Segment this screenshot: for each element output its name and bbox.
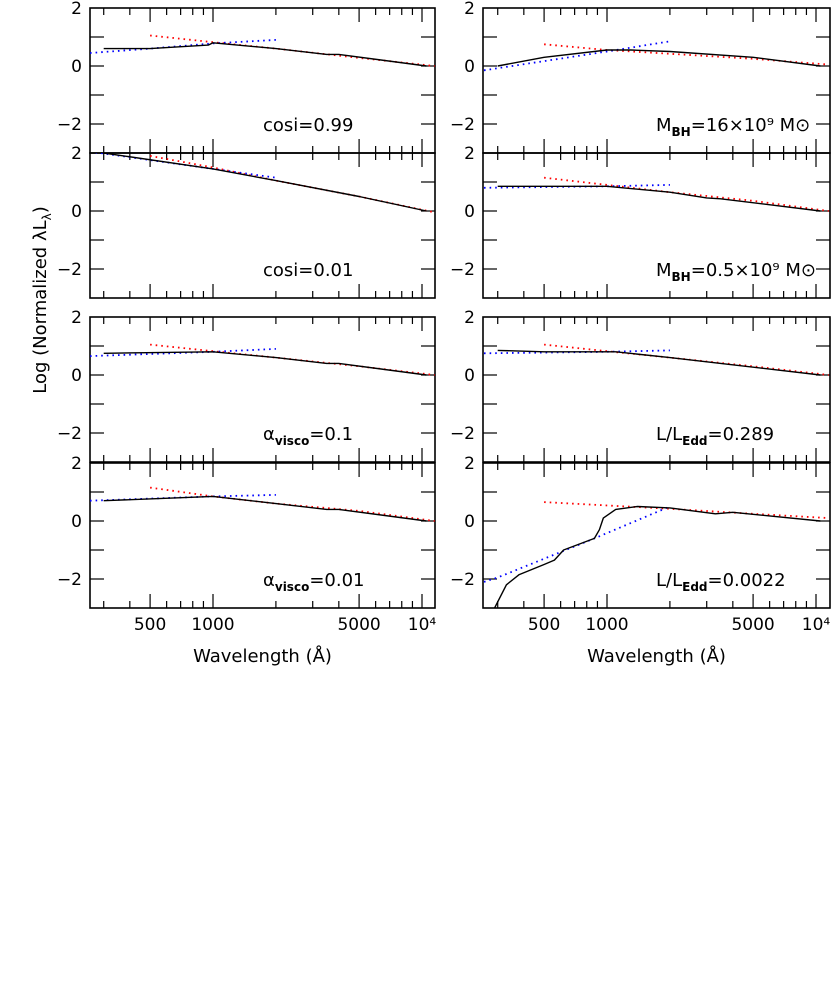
model-sed-line xyxy=(103,495,427,522)
label-main: cosi=0.99 xyxy=(263,115,353,136)
panel-frame xyxy=(482,462,831,609)
label-subscript: visco xyxy=(275,580,309,594)
x-axis-label: Wavelength (Å) xyxy=(587,645,726,667)
panel-2: 2 0 −2 MBH=16×10⁹ M⊙ xyxy=(450,0,831,154)
y-tick-label: 0 xyxy=(464,202,475,222)
label-rest: =0.289 xyxy=(708,424,775,445)
panel-frame xyxy=(89,462,436,609)
panel-frame xyxy=(89,316,436,463)
red-fit-line xyxy=(149,486,435,522)
panel-7: 2 0 −2 500 1000 5000 10⁴ αvisco=0.01 xyxy=(57,454,436,635)
panel-label: L/LEdd=0.0022 xyxy=(656,570,786,594)
blue-fit-line xyxy=(483,40,671,72)
blue-fit-line xyxy=(483,505,671,583)
x-axis-label: Wavelength (Å) xyxy=(193,645,332,667)
model-sed-line xyxy=(493,505,821,608)
y-tick-label: 0 xyxy=(464,512,475,532)
y-label-rest: ) xyxy=(30,206,51,213)
model-sed-line xyxy=(103,351,427,376)
y-tick-label: −2 xyxy=(57,260,82,280)
panel-label: αvisco=0.01 xyxy=(263,570,364,594)
panel-6: 2 0 −2 L/LEdd=0.289 xyxy=(450,308,831,463)
y-tick-label: 2 xyxy=(71,0,82,19)
panel-frame xyxy=(89,152,436,299)
panel-8: 2 0 −2 500 1000 5000 10⁴ L/LEdd=0.0022 xyxy=(450,454,831,635)
model-sed-line xyxy=(103,42,427,67)
y-tick-label: 0 xyxy=(464,57,475,77)
x-tick-label: 1000 xyxy=(191,615,234,635)
label-rest: =0.01 xyxy=(309,570,364,591)
panel-label: L/LEdd=0.289 xyxy=(656,424,774,448)
red-fit-line xyxy=(543,176,829,212)
panel-3: 2 0 −2 cosi=0.01 xyxy=(57,144,436,299)
panel-5: 2 0 −2 αvisco=0.1 xyxy=(57,308,436,463)
y-tick-label: 0 xyxy=(464,366,475,386)
x-tick-label: 5000 xyxy=(731,615,774,635)
label-main: L/L xyxy=(656,424,682,445)
x-tick-label: 500 xyxy=(134,615,166,635)
y-tick-label: 2 xyxy=(464,0,475,19)
panel-label: cosi=0.99 xyxy=(263,115,353,136)
y-tick-label: 2 xyxy=(71,144,82,164)
y-tick-label: −2 xyxy=(450,424,475,444)
label-subscript: BH xyxy=(672,270,691,284)
y-tick-label: 2 xyxy=(71,454,82,474)
y-tick-label: 0 xyxy=(71,366,82,386)
y-tick-label: 0 xyxy=(71,512,82,532)
y-axis-label: Log (Normalized λLλ) xyxy=(30,206,54,394)
y-tick-label: 2 xyxy=(464,308,475,328)
y-tick-label: 0 xyxy=(71,57,82,77)
label-main: α xyxy=(263,424,275,445)
model-sed-line xyxy=(103,153,427,212)
model-sed-line xyxy=(497,349,821,376)
label-subscript: visco xyxy=(275,434,309,448)
panel-1: 2 0 −2 cosi=0.99 xyxy=(57,0,436,154)
x-tick-label: 1000 xyxy=(585,615,628,635)
y-tick-label: −2 xyxy=(450,115,475,135)
label-subscript: Edd xyxy=(682,580,707,594)
label-rest: =16×10⁹ M⊙ xyxy=(691,115,811,136)
model-sed-line xyxy=(497,49,821,67)
x-tick-label: 10⁴ xyxy=(408,615,437,635)
panel-label: MBH=0.5×10⁹ M⊙ xyxy=(656,260,816,284)
x-tick-label: 5000 xyxy=(337,615,380,635)
label-rest: =0.0022 xyxy=(708,570,786,591)
model-sed-line xyxy=(497,185,821,212)
label-rest: =0.5×10⁹ M⊙ xyxy=(691,260,816,281)
y-tick-label: −2 xyxy=(450,570,475,590)
label-subscript: Edd xyxy=(682,434,707,448)
y-tick-label: 2 xyxy=(464,144,475,164)
y-tick-label: −2 xyxy=(450,260,475,280)
y-label-subscript: λ xyxy=(40,213,54,220)
panel-label: cosi=0.01 xyxy=(263,260,353,281)
label-subscript: BH xyxy=(672,125,691,139)
label-rest: =0.1 xyxy=(309,424,353,445)
x-tick-label: 10⁴ xyxy=(802,615,831,635)
y-tick-label: 0 xyxy=(71,202,82,222)
y-label-main: Log (Normalized λL xyxy=(30,220,51,393)
y-tick-label: 2 xyxy=(464,454,475,474)
y-tick-label: −2 xyxy=(57,424,82,444)
panel-4: 2 0 −2 MBH=0.5×10⁹ M⊙ xyxy=(450,144,831,299)
red-fit-line xyxy=(544,343,829,376)
y-tick-label: −2 xyxy=(57,570,82,590)
label-main: L/L xyxy=(656,570,682,591)
panel-label: αvisco=0.1 xyxy=(263,424,353,448)
panel-frame xyxy=(482,316,831,463)
label-main: M xyxy=(656,260,672,281)
y-tick-label: 2 xyxy=(71,308,82,328)
label-main: M xyxy=(656,115,672,136)
red-fit-line xyxy=(544,501,829,519)
label-main: α xyxy=(263,570,275,591)
label-main: cosi=0.01 xyxy=(263,260,353,281)
x-tick-label: 500 xyxy=(528,615,560,635)
panel-label: MBH=16×10⁹ M⊙ xyxy=(656,115,810,139)
panel-frame xyxy=(482,152,831,299)
y-tick-label: −2 xyxy=(57,115,82,135)
